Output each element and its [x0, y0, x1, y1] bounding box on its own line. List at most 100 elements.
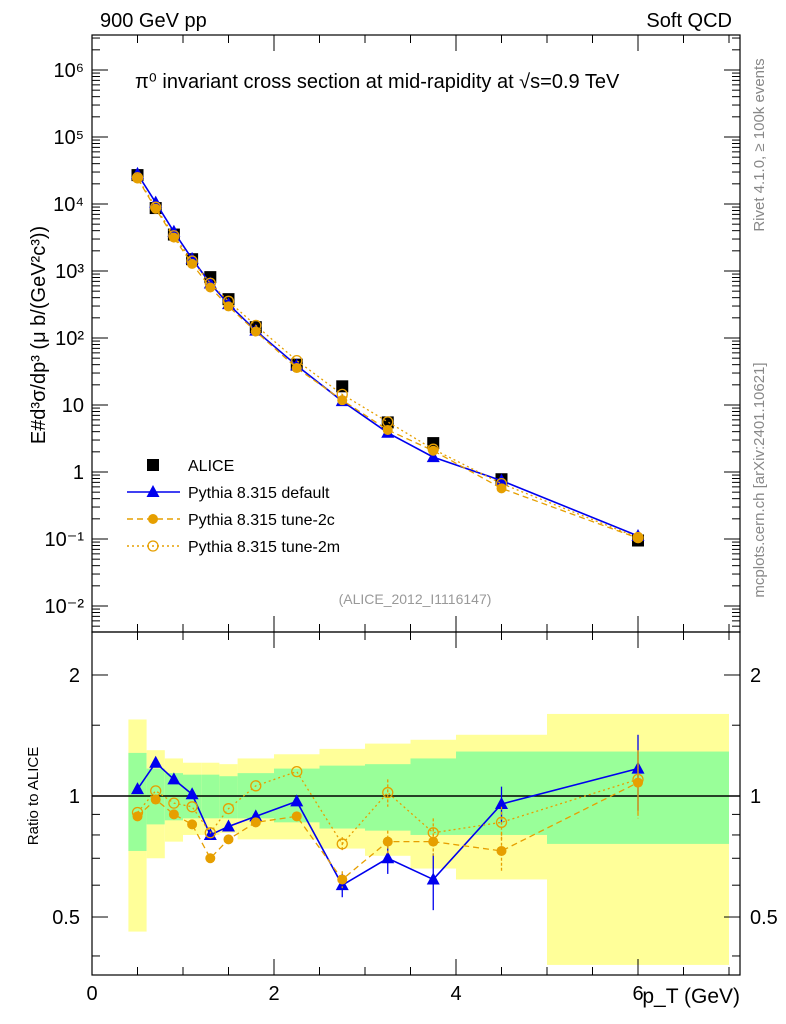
ratio-tick-label-right: 2	[750, 665, 761, 687]
ratio-series-line	[137, 770, 639, 845]
circle-marker	[382, 424, 393, 435]
triangle-marker	[290, 794, 304, 807]
open-circle-marker	[336, 838, 348, 850]
square-marker	[336, 380, 349, 393]
open-circle-marker	[291, 354, 303, 367]
circle-marker	[337, 395, 348, 406]
y-tick-label: 10²	[55, 328, 84, 350]
y-tick-label: 10⁶	[54, 60, 84, 82]
analysis-label: (ALICE_2012_I1116147)	[339, 591, 492, 607]
x-axis-label: p_T (GeV)	[642, 985, 740, 1008]
open-circle-marker	[131, 806, 144, 819]
circle-marker	[382, 836, 393, 847]
circle-marker	[223, 834, 234, 845]
triangle-marker	[249, 809, 263, 822]
circle-marker	[633, 533, 643, 544]
open-circle-marker	[150, 201, 162, 213]
circle-marker	[250, 326, 261, 337]
open-circle-marker	[427, 443, 439, 455]
ratio-frame	[91, 631, 741, 976]
triangle-marker	[131, 782, 144, 795]
circle-marker	[148, 514, 158, 524]
open-circle-marker	[632, 531, 644, 544]
ratio-tick-label: 1	[69, 786, 80, 808]
open-circle-marker	[250, 780, 262, 792]
y-tick-label: 10⁻²	[45, 596, 85, 618]
x-tick-label: 2	[268, 983, 279, 1005]
circle-marker	[187, 819, 198, 830]
y-axis-label: E#d³σ/dp³ (μ b/(GeV²c³))	[28, 226, 50, 444]
x-tick-label: 6	[632, 983, 643, 1005]
ratio-tick-label-right: 1	[750, 786, 761, 808]
triangle-marker	[426, 872, 440, 885]
y-tick-label: 1	[73, 462, 84, 484]
main-series-line	[136, 177, 639, 539]
open-circle-marker	[150, 785, 162, 797]
triangle-marker	[167, 772, 181, 785]
triangle-marker	[222, 819, 235, 832]
y-tick-label: 10⁻¹	[45, 529, 85, 551]
open-circle-marker	[204, 277, 216, 289]
axes-ticks: 10⁻² 10⁻¹ 1 10 10² 10³ 10⁴ 10⁵ 10⁶ 0.5 0.5 1 1 2 2 0 2 4 6	[45, 35, 778, 1005]
y-tick-label: 10³	[55, 261, 84, 283]
circle-marker	[150, 794, 161, 805]
open-circle-marker	[131, 172, 144, 184]
data-marks	[131, 166, 645, 911]
open-circle-marker	[250, 319, 262, 332]
header-right: Soft QCD	[646, 10, 732, 32]
legend-label: Pythia 8.315 default	[188, 485, 330, 502]
circle-marker	[132, 811, 143, 822]
y-tick-label: 10⁴	[53, 194, 84, 216]
triangle-marker	[495, 797, 508, 810]
x-tick-label: 0	[86, 983, 97, 1005]
legend-label: Pythia 8.315 tune-2m	[188, 539, 340, 556]
circle-marker	[428, 836, 439, 847]
open-circle-marker	[147, 540, 159, 552]
circle-marker	[250, 817, 261, 828]
square-marker	[427, 437, 440, 450]
rivet-label: Rivet 4.1.0, ≥ 100k events	[751, 58, 768, 231]
header-left: 900 GeV pp	[100, 10, 207, 32]
open-circle-marker	[168, 230, 180, 242]
open-circle-marker	[222, 295, 235, 307]
open-circle-marker	[632, 773, 644, 786]
circle-marker	[187, 258, 198, 269]
square-marker	[147, 459, 159, 471]
open-circle-marker	[427, 827, 439, 839]
triangle-marker	[185, 787, 199, 800]
circle-marker	[496, 845, 507, 856]
open-circle-marker	[291, 765, 303, 778]
open-circle-marker	[222, 803, 235, 815]
circle-marker	[205, 853, 216, 864]
ratio-y-label: Ratio to ALICE	[25, 747, 42, 845]
circle-marker	[337, 874, 348, 885]
circle-marker	[168, 809, 179, 820]
y-tick-label: 10	[62, 395, 84, 417]
green-band-bin	[128, 752, 147, 851]
green-band-bin	[319, 765, 365, 829]
y-tick-label: 10⁵	[53, 127, 84, 149]
ratio-tick-label-right: 0.5	[750, 907, 778, 929]
open-circle-marker	[382, 786, 394, 799]
mcplots-label: mcplots.cern.ch [arXiv:2401.10621]	[751, 362, 768, 597]
open-circle-marker	[336, 388, 348, 401]
legend-label: ALICE	[188, 458, 234, 475]
green-band-bin	[219, 776, 238, 819]
x-tick-label: 4	[450, 983, 461, 1005]
legend: ALICE Pythia 8.315 default Pythia 8.315 tu…	[127, 458, 340, 556]
triangle-marker	[146, 485, 160, 497]
open-circle-marker	[382, 416, 394, 428]
ratio-tick-label: 0.5	[52, 907, 80, 929]
uncertainty-bands	[128, 713, 729, 965]
open-circle-marker	[495, 816, 508, 828]
open-circle-marker	[186, 255, 198, 267]
open-circle-marker	[495, 478, 508, 490]
main-series-line	[136, 173, 639, 537]
plot-title: π⁰ invariant cross section at mid-rapidi…	[135, 71, 620, 93]
triangle-marker	[426, 450, 440, 463]
triangle-marker	[381, 851, 395, 864]
triangle-marker	[149, 755, 163, 768]
open-circle-marker	[186, 801, 198, 813]
ratio-tick-label: 2	[69, 665, 80, 687]
